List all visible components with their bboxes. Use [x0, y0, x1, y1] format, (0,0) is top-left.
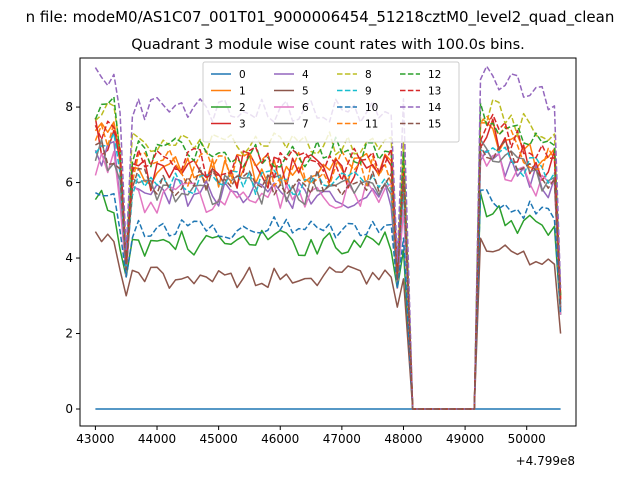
x-tick-label: 48000: [384, 432, 422, 446]
x-tick-label: 46000: [261, 432, 299, 446]
series-line-2: [94, 189, 562, 410]
legend-label-0: 0: [239, 69, 246, 81]
legend-label-13: 13: [428, 86, 441, 98]
y-tick-label: 4: [65, 251, 73, 265]
series-line-6: [94, 150, 562, 410]
legend-box: [202, 61, 460, 143]
legend-label-2: 2: [239, 102, 246, 114]
series-line-3: [94, 117, 562, 410]
legend-label-10: 10: [365, 102, 378, 114]
legend-label-6: 6: [302, 102, 309, 114]
chart-title: Quadrant 3 module wise count rates with …: [131, 37, 525, 53]
legend-label-12: 12: [428, 69, 441, 81]
x-tick-label: 50000: [508, 432, 546, 446]
legend-label-5: 5: [302, 86, 309, 98]
legend-label-7: 7: [302, 119, 309, 131]
series-line-12: [94, 96, 562, 410]
legend-label-4: 4: [302, 69, 309, 81]
legend-label-11: 11: [365, 119, 378, 131]
series-line-1: [94, 121, 562, 410]
series-line-10: [95, 189, 562, 410]
figure-suptitle: n file: modeM0/AS1C07_001T01_9000006454_…: [26, 8, 615, 27]
series-line-15: [95, 140, 562, 410]
series-line-5: [94, 231, 562, 410]
legend-label-14: 14: [428, 102, 442, 114]
y-tick-label: 6: [65, 176, 73, 190]
legend-label-15: 15: [428, 119, 441, 131]
axes-layer: 43000 44000 45000 46000 47000 48000 49000 50000…: [65, 57, 577, 446]
series-line-13: [94, 113, 562, 410]
legend-label-8: 8: [365, 69, 372, 81]
x-offset-label: +4.799e8: [516, 454, 575, 468]
series-line-9: [94, 132, 562, 410]
plot-frame: [79, 57, 577, 427]
x-tick-label: 43000: [76, 432, 114, 446]
x-tick-label: 47000: [323, 432, 361, 446]
y-tick-label: 0: [65, 402, 73, 416]
legend-label-1: 1: [239, 86, 246, 98]
y-tick-label: 8: [65, 100, 73, 114]
x-tick-label: 45000: [200, 432, 238, 446]
legend-label-9: 9: [365, 86, 372, 98]
y-tick-label: 2: [65, 327, 73, 341]
x-tick-label: 49000: [446, 432, 484, 446]
legend-label-3: 3: [239, 119, 246, 131]
x-tick-label: 44000: [138, 432, 176, 446]
series-line-11: [94, 115, 562, 410]
